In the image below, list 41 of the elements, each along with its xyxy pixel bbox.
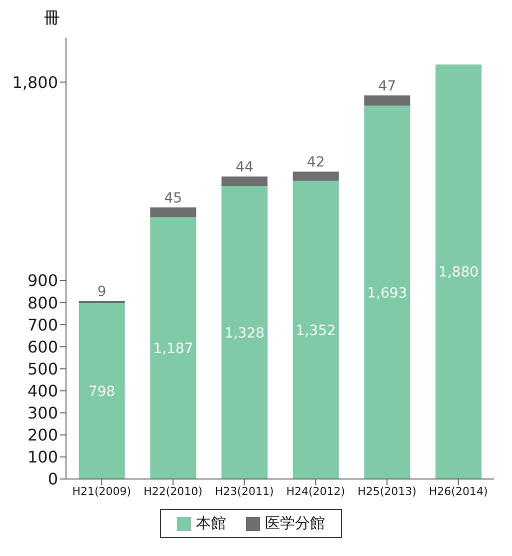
data-label: 42	[306, 154, 325, 171]
data-label: 44	[236, 159, 254, 176]
legend-label: 本館	[195, 514, 226, 533]
data-label: 9	[97, 284, 106, 300]
y-axis-title: 冊	[43, 8, 61, 28]
data-label: 1,880	[438, 264, 479, 281]
x-tick-label: H24(2012)	[286, 484, 346, 498]
x-tick-label: H21(2009)	[72, 484, 132, 498]
bar	[436, 64, 482, 479]
data-label: 798	[88, 384, 116, 400]
data-label: 47	[378, 78, 396, 94]
y-tick-label: 900	[27, 271, 58, 290]
y-tick-label: 600	[27, 337, 58, 356]
y-tick-label: 1,800	[12, 72, 58, 92]
data-label: 1,693	[367, 285, 408, 302]
y-tick-label: 300	[27, 404, 58, 423]
x-tick-label: H22(2010)	[144, 484, 202, 498]
bar	[364, 95, 410, 106]
data-label: 45	[164, 190, 182, 206]
data-label: 1,352	[296, 322, 336, 339]
data-label: 1,328	[224, 326, 265, 342]
y-tick-label: 700	[27, 315, 58, 334]
x-tick-label: H25(2013)	[358, 484, 416, 498]
y-tick-label: 100	[27, 448, 58, 467]
x-tick-label: H23(2011)	[214, 484, 274, 498]
data-label: 1,187	[153, 341, 194, 358]
bar	[292, 172, 339, 181]
bar	[78, 303, 125, 479]
bar	[364, 106, 410, 479]
bar	[292, 180, 339, 479]
bar	[150, 217, 196, 479]
bar	[222, 176, 268, 186]
bar	[150, 207, 196, 218]
y-tick-label: 800	[27, 293, 58, 312]
y-tick-label: 200	[27, 426, 58, 445]
y-tick-label: 400	[27, 381, 58, 400]
y-tick-label: 0	[48, 470, 58, 489]
bar	[222, 186, 268, 479]
x-tick-label: H26(2014)	[428, 484, 488, 498]
legend-label: 医学分館	[264, 514, 325, 533]
y-tick-label: 500	[27, 359, 58, 378]
